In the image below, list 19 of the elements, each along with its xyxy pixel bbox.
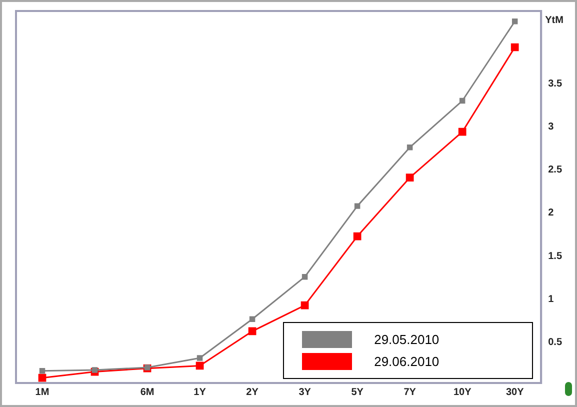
y-tick-label: 2 (548, 208, 554, 219)
legend-label: 29.06.2010 (374, 354, 440, 369)
x-tick-label: 1Y (194, 386, 206, 398)
y-tick-label: 3.5 (548, 78, 562, 90)
y-tick-label: 3 (548, 121, 554, 132)
x-tick-label: 3Y (298, 386, 312, 398)
y-tick-label: 1.5 (548, 250, 562, 262)
x-tick-label: 5Y (351, 386, 364, 398)
y-tick-label: 2.5 (548, 164, 562, 176)
x-tick-label: 30Y (506, 386, 524, 398)
y-tick-label: 0.5 (548, 337, 562, 348)
y-axis-title: YtM (545, 14, 564, 26)
x-tick-label: 6M (140, 386, 154, 398)
x-tick-label: 7Y (404, 386, 416, 398)
y-tick-label: 1 (548, 294, 554, 306)
x-tick-label: 2Y (246, 386, 259, 398)
x-tick-label: 10Y (453, 386, 472, 398)
legend-label: 29.05.2010 (374, 332, 440, 347)
x-tick-label: 1M (35, 386, 50, 398)
